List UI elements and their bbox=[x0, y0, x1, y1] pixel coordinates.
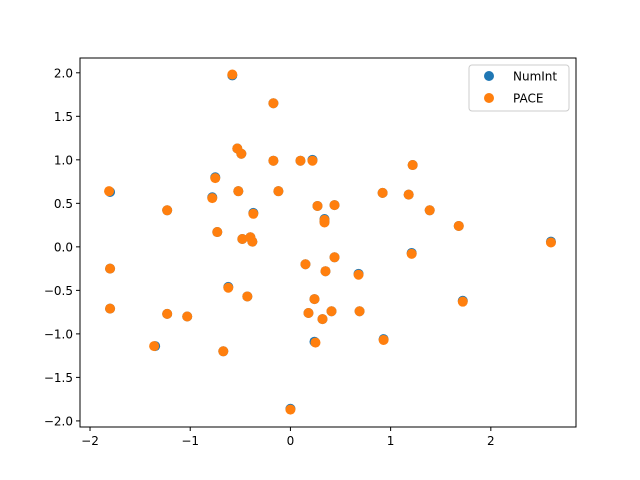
data-point-pace bbox=[237, 234, 248, 245]
data-point-pace bbox=[233, 186, 244, 197]
data-point-pace bbox=[285, 404, 296, 415]
y-tick-label: −1.5 bbox=[44, 371, 73, 385]
data-point-pace bbox=[248, 208, 259, 219]
data-point-pace bbox=[227, 69, 238, 80]
points-layer bbox=[104, 69, 556, 415]
data-point-pace bbox=[353, 269, 364, 280]
data-point-pace bbox=[317, 314, 328, 325]
y-tick-label: −2.0 bbox=[44, 414, 73, 428]
data-point-pace bbox=[210, 173, 221, 184]
data-point-pace bbox=[354, 306, 365, 317]
data-point-pace bbox=[457, 296, 468, 307]
y-tick-label: −1.0 bbox=[44, 327, 73, 341]
data-point-pace bbox=[310, 337, 321, 348]
data-point-pace bbox=[407, 160, 418, 171]
data-point-pace bbox=[329, 252, 340, 263]
data-point-pace bbox=[268, 155, 279, 166]
x-tick-label: −2 bbox=[81, 434, 99, 448]
data-point-pace bbox=[207, 193, 218, 204]
data-point-pace bbox=[295, 155, 306, 166]
y-tick-label: 1.0 bbox=[54, 153, 73, 167]
data-point-pace bbox=[162, 308, 173, 319]
data-point-pace bbox=[236, 148, 247, 159]
data-point-pace bbox=[303, 307, 314, 318]
data-point-pace bbox=[273, 186, 284, 197]
y-tick-label: −0.5 bbox=[44, 284, 73, 298]
data-point-pace bbox=[307, 155, 318, 166]
plot-frame bbox=[79, 57, 577, 428]
data-point-pace bbox=[378, 334, 389, 345]
legend-label-numint: NumInt bbox=[513, 70, 557, 84]
legend-label-pace: PACE bbox=[513, 92, 543, 106]
x-tick-label: −1 bbox=[181, 434, 199, 448]
data-point-pace bbox=[300, 259, 311, 270]
y-tick-label: 0.0 bbox=[54, 240, 73, 254]
series-pace bbox=[104, 69, 556, 415]
data-point-pace bbox=[268, 98, 279, 109]
data-point-pace bbox=[309, 294, 320, 305]
data-point-pace bbox=[377, 187, 388, 198]
data-point-pace bbox=[218, 346, 229, 357]
y-tick-label: 0.5 bbox=[54, 197, 73, 211]
x-tick-label: 2 bbox=[487, 434, 495, 448]
data-point-pace bbox=[105, 303, 116, 314]
y-tick-label: 1.5 bbox=[54, 110, 73, 124]
data-point-pace bbox=[223, 282, 234, 293]
x-tick-label: 1 bbox=[387, 434, 395, 448]
data-point-pace bbox=[105, 263, 116, 274]
data-point-pace bbox=[453, 220, 464, 231]
data-point-pace bbox=[242, 291, 253, 302]
data-point-pace bbox=[326, 306, 337, 317]
data-point-pace bbox=[319, 217, 330, 228]
data-point-pace bbox=[329, 200, 340, 211]
data-point-pace bbox=[545, 237, 556, 248]
data-point-pace bbox=[320, 266, 331, 277]
data-point-pace bbox=[212, 227, 223, 238]
data-point-pace bbox=[403, 189, 414, 200]
axes-layer: −2 −1 0 1 2 −2.0 −1.5 −1.0 −0.5 0.0 0.5 1.0 1.5 2.0 bbox=[44, 66, 495, 448]
data-point-pace bbox=[312, 200, 323, 211]
data-point-pace bbox=[406, 248, 417, 259]
data-point-pace bbox=[182, 311, 193, 322]
legend-marker-pace bbox=[484, 93, 494, 103]
y-tick-label: 2.0 bbox=[54, 66, 73, 80]
data-point-pace bbox=[104, 186, 115, 197]
legend-marker-numint bbox=[484, 71, 494, 81]
legend: NumInt PACE bbox=[468, 64, 570, 112]
legend-box bbox=[468, 64, 570, 112]
data-point-pace bbox=[247, 236, 258, 247]
data-point-pace bbox=[149, 341, 160, 352]
data-point-pace bbox=[162, 205, 173, 216]
data-point-pace bbox=[424, 205, 435, 216]
x-tick-label: 0 bbox=[287, 434, 295, 448]
